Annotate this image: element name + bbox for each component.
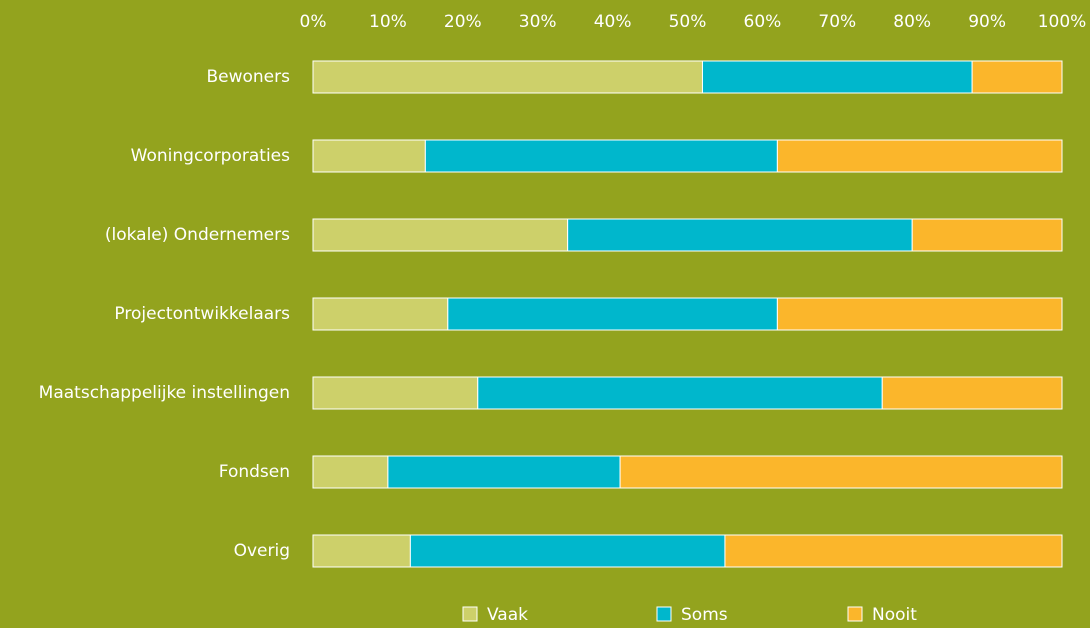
bar-segment (567, 218, 913, 252)
x-tick-label: 100% (1038, 12, 1087, 32)
bar-segment (776, 297, 1063, 331)
bar-segment (312, 218, 569, 252)
x-tick-label: 50% (669, 12, 707, 32)
bar-segment (312, 60, 703, 94)
bar-segment (911, 218, 1063, 252)
bar-segment (776, 139, 1063, 173)
legend-label: Soms (681, 605, 728, 625)
x-tick-label: 80% (893, 12, 931, 32)
bar-segment (701, 60, 973, 94)
x-tick-label: 30% (519, 12, 557, 32)
x-tick-label: 10% (369, 12, 407, 32)
x-tick-label: 90% (968, 12, 1006, 32)
bar-segment (387, 455, 621, 489)
legend-swatch (847, 606, 863, 622)
bar-segment (312, 534, 411, 568)
y-tick-label: Woningcorporaties (131, 146, 290, 166)
legend-swatch (656, 606, 672, 622)
bar-segment (312, 376, 479, 410)
x-tick-label: 20% (444, 12, 482, 32)
y-tick-label: Projectontwikkelaars (114, 304, 290, 324)
x-tick-label: 60% (744, 12, 782, 32)
legend-swatch (462, 606, 478, 622)
x-tick-label: 40% (594, 12, 632, 32)
y-tick-label: Overig (234, 541, 290, 561)
bar-segment (409, 534, 726, 568)
y-tick-label: (lokale) Ondernemers (105, 225, 290, 245)
bar-segment (619, 455, 1063, 489)
bar-segment (312, 139, 426, 173)
x-tick-label: 0% (300, 12, 327, 32)
bar-segment (724, 534, 1063, 568)
x-tick-label: 70% (818, 12, 856, 32)
bar-segment (881, 376, 1063, 410)
bar-segment (477, 376, 883, 410)
legend-label: Vaak (487, 605, 528, 625)
bar-segment (971, 60, 1063, 94)
bar-segment (447, 297, 778, 331)
y-tick-label: Fondsen (219, 462, 290, 482)
y-tick-label: Maatschappelijke instellingen (39, 383, 290, 403)
bar-segment (312, 297, 449, 331)
bar-segment (312, 455, 389, 489)
legend-label: Nooit (872, 605, 917, 625)
y-tick-label: Bewoners (206, 67, 290, 87)
bar-segment (424, 139, 778, 173)
